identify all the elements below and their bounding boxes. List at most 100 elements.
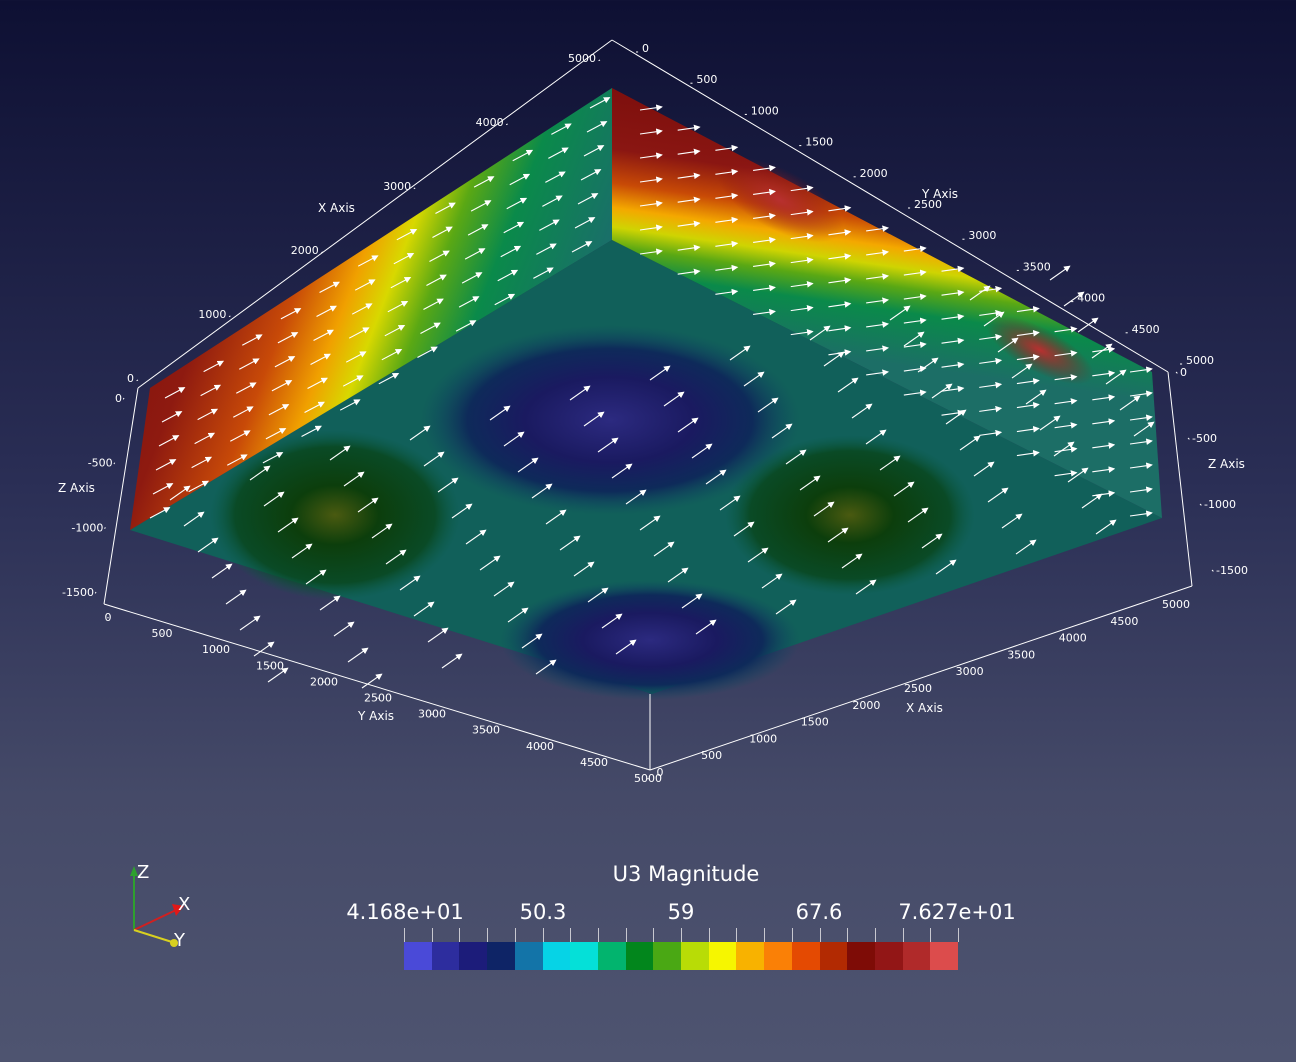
colorbar-tick [708,928,710,942]
vector-arrow [677,172,701,180]
vector-arrow [197,408,219,421]
vector-arrow [663,391,685,407]
vector-arrow [1119,395,1141,411]
vector-arrow [903,245,927,253]
vector-arrow [305,569,327,585]
axis-tick-mark [598,59,601,62]
axis-tick-label: 4500 [1132,323,1160,336]
vector-arrow [390,276,412,289]
vector-arrow [500,245,522,258]
vector-arrow [790,233,814,240]
vector-arrow [203,360,225,373]
colorbar-band [459,942,488,970]
colorbar-tick [736,928,738,942]
vector-arrow [1092,370,1116,377]
vector-arrow [503,221,525,234]
axis-tick-mark [1211,569,1214,572]
vector-arrow [790,257,814,264]
vector-arrow [242,334,263,346]
colorbar-band [874,942,903,970]
vector-arrow [545,171,566,183]
vector-arrow [1133,421,1155,437]
vector-arrow [979,357,1003,365]
vector-arrow [1049,265,1071,281]
colorbar-tick [764,928,766,942]
vector-arrow [343,471,365,487]
vector-arrow [705,469,727,485]
vector-arrow [790,281,814,288]
vector-arrow [828,205,852,212]
vector-arrow [757,397,779,413]
vector-arrow [587,587,609,603]
vector-arrow [1129,414,1153,421]
vector-arrow [357,255,379,267]
vector-arrow [339,399,361,411]
vector-arrow [1092,418,1116,425]
vector-arrow [639,152,663,159]
vector-arrow [387,300,409,313]
vector-arrow [715,216,739,224]
legend-title: U3 Magnitude [612,862,760,886]
colorbar-band [708,942,737,970]
axis-tick-mark [321,251,324,254]
vector-arrow [743,371,765,387]
vector-arrow [677,244,701,252]
vector-arrow [535,659,557,675]
axis-tick-mark [505,123,508,126]
vector-arrow [197,537,219,553]
right-wall-red-spot [716,157,844,243]
vector-arrow [493,581,515,597]
vector-arrow [461,272,483,284]
axis-tick-label: 5000 [1186,354,1214,367]
axis-tick-label: 4000 [526,740,554,753]
vector-arrow [855,579,877,595]
orient-z-label: Z [137,862,149,883]
axis-tick-label: 500 [701,749,722,762]
axis-tick-mark [1175,371,1178,374]
axis-tick-mark [122,397,125,400]
vector-arrow [979,333,1003,341]
vector-arrow [715,168,739,176]
colorbar-band [431,942,460,970]
legend-label-3: 59 [667,900,695,924]
vector-arrow [903,389,927,397]
vector-arrow [441,653,463,669]
axis-tick-label: 1000 [749,732,777,745]
colorbar-ticks [404,928,959,942]
vector-arrow [903,293,927,301]
axis-tick-mark [1199,503,1202,506]
vector-arrow [941,337,965,345]
axis-tick-mark [94,591,97,594]
vector-arrow [1081,493,1103,509]
colorbar-band [625,942,654,970]
x-axis-title-top: X Axis [318,201,355,215]
vector-arrow [866,273,890,280]
vector-arrow [747,547,769,563]
vector-arrow [1092,442,1116,449]
vector-arrow [396,228,418,241]
vector-arrow [790,185,814,192]
colorbar-tick [902,928,904,942]
vector-arrow [458,296,480,308]
vector-arrow [677,148,701,156]
orient-x-label: X [178,894,190,915]
vector-arrow [1016,449,1040,457]
vector-arrow [790,209,814,216]
vector-arrow [1129,390,1153,397]
vector-arrow [866,321,890,328]
axis-tick-label: 5000 [1162,598,1190,611]
vector-arrow [753,188,776,196]
colorbar-band [819,942,848,970]
colorbar-band [902,942,931,970]
vector-arrow [551,123,572,135]
axis-tick-label: 5000 [568,52,596,65]
vector-arrow [580,169,602,181]
vector-arrow [158,435,180,447]
axis-tick-label: 500 [696,73,717,86]
axis-tick-label: 4500 [1110,615,1138,628]
vector-arrow [571,241,593,253]
vector-arrow [997,337,1019,353]
vector-arrow [533,267,554,279]
vector-arrow [271,380,293,392]
